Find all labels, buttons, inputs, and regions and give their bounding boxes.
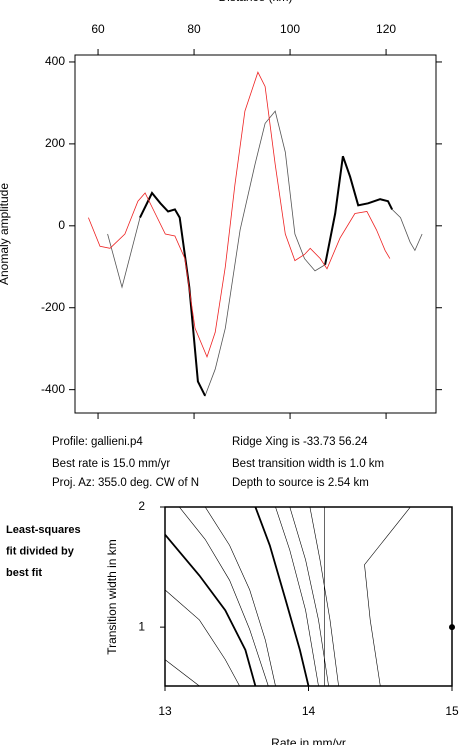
contour-line bbox=[164, 659, 200, 687]
contour-line bbox=[204, 506, 276, 687]
contour-line bbox=[179, 506, 269, 687]
annotation: Best transition width is 1.0 km bbox=[232, 458, 384, 470]
x-tick-label: 60 bbox=[91, 22, 105, 36]
contour-line bbox=[275, 506, 319, 687]
y-tick-label: 200 bbox=[45, 136, 65, 150]
contour-line bbox=[164, 534, 257, 687]
y-tick-label: -400 bbox=[41, 382, 65, 396]
plot-frame bbox=[164, 506, 453, 687]
data-line bbox=[88, 71, 391, 359]
y-tick-label: -200 bbox=[41, 300, 65, 314]
contour-line bbox=[164, 589, 240, 687]
annotation: Best rate is 15.0 mm/yr bbox=[52, 458, 170, 470]
contour-line bbox=[254, 506, 310, 687]
side-note: fit divided by bbox=[6, 545, 75, 557]
side-note: Least-squares bbox=[6, 524, 81, 536]
annotation: Ridge Xing is -33.73 56.24 bbox=[232, 436, 368, 448]
annotation: Depth to source is 2.54 km bbox=[232, 477, 369, 489]
y-tick-label: 400 bbox=[45, 54, 65, 68]
annotation: Proj. Az: 355.0 deg. CW of N bbox=[52, 477, 199, 489]
side-note: best fit bbox=[6, 567, 42, 579]
data-line bbox=[107, 110, 423, 397]
x-tick-label: 13 bbox=[158, 704, 172, 718]
x-tick-label: 15 bbox=[445, 704, 459, 718]
y-axis-label: Transition width in km bbox=[105, 539, 119, 655]
annotation: Profile: gallieni.p4 bbox=[52, 436, 143, 448]
contour-line bbox=[309, 506, 339, 687]
x-tick-label: 80 bbox=[187, 22, 201, 36]
x-tick-label: 14 bbox=[302, 704, 316, 718]
plot-frame bbox=[74, 54, 437, 414]
x-axis-label: Distance (km) bbox=[218, 0, 292, 4]
x-tick-label: 100 bbox=[280, 22, 300, 36]
y-tick-label: 1 bbox=[138, 619, 145, 633]
contour-line bbox=[364, 506, 411, 687]
data-line bbox=[139, 155, 393, 397]
y-tick-label: 2 bbox=[138, 499, 145, 513]
best-fit-point bbox=[449, 624, 455, 631]
y-tick-label: 0 bbox=[58, 218, 65, 232]
y-axis-label: Anomaly amplitude bbox=[0, 183, 11, 285]
x-tick-label: 120 bbox=[376, 22, 396, 36]
x-axis-label: Rate in mm/yr bbox=[271, 736, 346, 745]
contour-line bbox=[289, 506, 329, 687]
